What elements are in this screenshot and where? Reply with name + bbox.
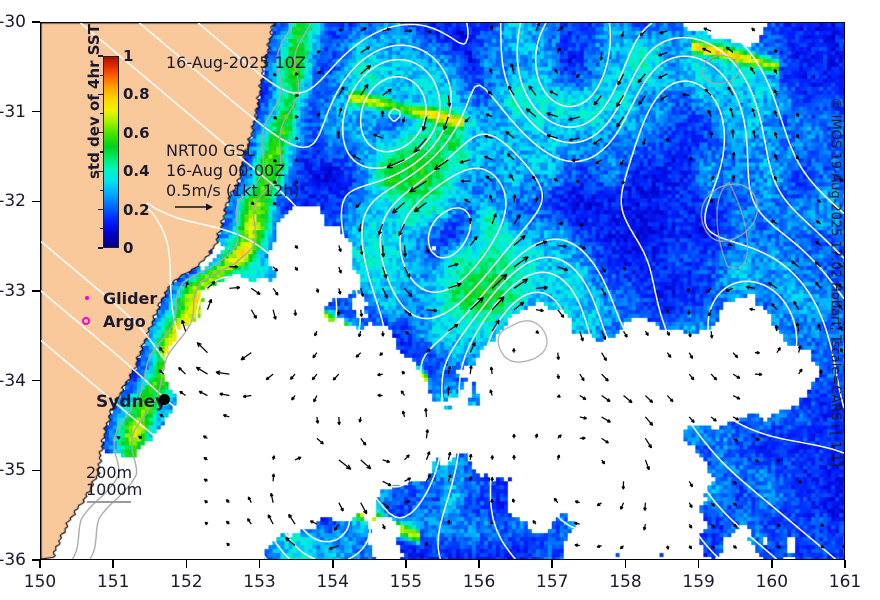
x-tick-label: 159 bbox=[682, 572, 715, 592]
y-tick bbox=[32, 559, 40, 561]
colorbar-tick-label: 0.6 bbox=[123, 123, 150, 142]
x-tick-label: 160 bbox=[755, 572, 789, 592]
colorbar-tick-label: 0 bbox=[123, 239, 134, 257]
x-tick-label: 156 bbox=[462, 572, 496, 592]
y-tick bbox=[32, 21, 40, 23]
x-tick-label: 155 bbox=[389, 572, 423, 592]
colorbar-tick-label: 1 bbox=[123, 47, 134, 65]
colorbar-tick bbox=[98, 55, 103, 57]
x-tick-label: 158 bbox=[609, 572, 642, 592]
x-tick bbox=[697, 560, 700, 568]
colorbar-tick bbox=[98, 170, 103, 172]
x-tick bbox=[39, 560, 41, 568]
map-plot-area[interactable]: std dev of 4hr SST comp 16-Aug-2025 10Z … bbox=[40, 22, 845, 560]
argo-marker-icon bbox=[82, 317, 90, 325]
source-annotation-block: NRT00 GSL 16-Aug 00:00Z 0.5m/s (1kt 12h) bbox=[166, 141, 300, 201]
x-tick-label: 161 bbox=[828, 572, 862, 592]
y-tick bbox=[32, 379, 40, 382]
glider-marker-icon bbox=[85, 296, 89, 300]
overlay-contours-and-vectors bbox=[41, 23, 844, 559]
x-tick-label: 153 bbox=[243, 572, 276, 592]
colorbar-tick bbox=[98, 93, 103, 96]
y-tick-label: -32 bbox=[0, 191, 26, 212]
y-tick-label: -30 bbox=[0, 12, 26, 32]
x-tick bbox=[771, 560, 773, 568]
city-label-sydney: Sydney bbox=[96, 392, 167, 412]
title-date: 16-Aug-2025 10Z bbox=[166, 53, 306, 72]
y-tick bbox=[32, 469, 40, 472]
scale-speed: 0.5m/s (1kt 12h) bbox=[166, 181, 300, 200]
legend-item-glider: Glider bbox=[103, 289, 158, 308]
x-tick bbox=[478, 560, 480, 568]
colorbar-minor-tick bbox=[100, 151, 103, 153]
colorbar-tick bbox=[98, 132, 103, 134]
colorbar-minor-tick bbox=[100, 112, 103, 115]
x-tick bbox=[844, 560, 846, 568]
legend-item-argo: Argo bbox=[103, 312, 146, 331]
colorbar-tick-label: 0.4 bbox=[123, 162, 150, 181]
colorbar-tick bbox=[98, 247, 103, 249]
x-tick bbox=[624, 560, 627, 568]
y-tick-label: -36 bbox=[0, 550, 26, 570]
depth-label-1000m: 1000m bbox=[86, 480, 143, 499]
x-tick-label: 150 bbox=[23, 572, 57, 592]
y-tick-label: -33 bbox=[0, 281, 26, 301]
colorbar-tick bbox=[98, 208, 103, 211]
y-tick-label: -31 bbox=[0, 101, 26, 122]
source-time: 16-Aug 00:00Z bbox=[166, 161, 286, 180]
x-tick-label: 152 bbox=[170, 572, 203, 592]
scale-arrow-icon bbox=[175, 203, 213, 211]
depth-legend-line bbox=[87, 501, 131, 503]
colorbar-gradient bbox=[103, 56, 119, 248]
y-tick bbox=[32, 290, 40, 292]
y-tick bbox=[32, 200, 40, 203]
x-tick bbox=[331, 560, 334, 568]
x-tick-label: 157 bbox=[536, 572, 569, 592]
credit-text: © IMOS 19-Aug-2025 17:02 Hobart; Tscale=… bbox=[827, 97, 843, 467]
x-tick bbox=[258, 560, 261, 568]
depth-label-200m: 200m bbox=[86, 463, 133, 482]
colorbar-minor-tick bbox=[100, 189, 103, 192]
x-tick bbox=[551, 560, 554, 568]
x-tick-label: 151 bbox=[96, 572, 130, 592]
city-marker-sydney bbox=[159, 394, 170, 405]
source-model: NRT00 GSL bbox=[166, 141, 255, 160]
y-tick-label: -35 bbox=[0, 460, 26, 481]
colorbar-minor-tick bbox=[100, 228, 103, 230]
colorbar-tick-label: 0.2 bbox=[123, 200, 150, 219]
y-tick-label: -34 bbox=[0, 370, 26, 391]
x-tick-label: 154 bbox=[316, 572, 349, 592]
x-tick bbox=[112, 560, 114, 568]
y-tick bbox=[32, 110, 40, 113]
colorbar-tick-label: 0.8 bbox=[123, 85, 150, 104]
colorbar-minor-tick bbox=[100, 74, 103, 76]
colorbar-label: std dev of 4hr SST comp bbox=[85, 22, 103, 179]
x-tick bbox=[185, 560, 188, 568]
x-tick bbox=[405, 560, 407, 568]
